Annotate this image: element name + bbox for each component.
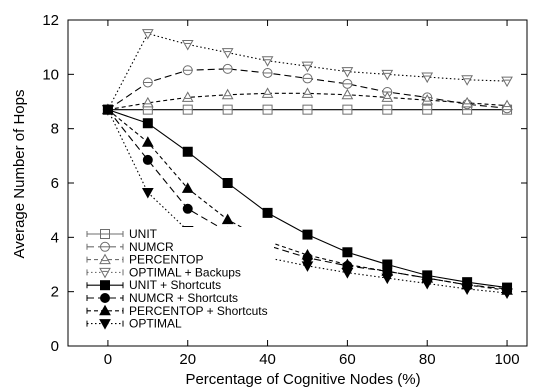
y-tick-label: 6 [51, 175, 59, 192]
data-point [341, 67, 354, 78]
series-percentop [102, 87, 513, 115]
data-point [501, 288, 513, 300]
data-point [381, 69, 394, 81]
data-point [181, 91, 194, 102]
axes: 0 20 40 60 80 100 0 2 4 6 8 10 12 [42, 12, 528, 368]
legend-entry: UNIT + Shortcuts [86, 278, 221, 292]
y-tick-label: 4 [51, 229, 59, 246]
legend-entry: OPTIMAL [86, 317, 182, 331]
data-point [381, 91, 394, 102]
legend-label: NUMCR [129, 240, 174, 254]
data-point [141, 136, 154, 147]
data-point [221, 88, 234, 100]
legend-label: UNIT [129, 227, 158, 241]
data-point [141, 188, 154, 199]
data-point [342, 247, 353, 258]
data-point [501, 99, 513, 111]
data-point [461, 96, 473, 108]
data-point [501, 76, 513, 88]
x-tick-label: 40 [259, 351, 276, 368]
data-point [181, 39, 194, 51]
data-point [261, 87, 274, 98]
legend-background [84, 227, 274, 332]
data-point [262, 207, 273, 218]
data-point [181, 182, 194, 193]
data-point [102, 105, 114, 116]
x-tick-label: 20 [179, 351, 196, 368]
y-tick-label: 10 [42, 66, 59, 83]
legend-marker [99, 304, 111, 316]
data-point [341, 88, 354, 100]
x-axis-label: Percentage of Cognitive Nodes (%) [185, 371, 420, 388]
legend-entry: PERCENTOP [86, 253, 203, 267]
data-point [421, 72, 434, 84]
legend-label: UNIT + Shortcuts [129, 278, 221, 292]
legend-marker [99, 253, 111, 265]
legend-entry: UNIT [86, 227, 158, 241]
legend-label: NUMCR + Shortcuts [129, 291, 238, 305]
data-point [301, 248, 314, 260]
legend-label: OPTIMAL + Backups [129, 265, 241, 279]
data-point [222, 178, 233, 188]
legend-entry: PERCENTOP + Shortcuts [86, 304, 268, 318]
series-line [107, 109, 508, 291]
legend-label: PERCENTOP [129, 253, 203, 267]
data-point [381, 273, 394, 285]
series-unit [102, 104, 513, 115]
legend-entry: OPTIMAL + Backups [86, 265, 241, 279]
legend-entry: NUMCR + Shortcuts [86, 291, 238, 305]
legend-label: PERCENTOP + Shortcuts [129, 304, 268, 318]
data-point [182, 203, 193, 214]
data-point [221, 213, 234, 225]
series-optimal-backups [102, 29, 513, 116]
y-tick-label: 0 [51, 338, 59, 355]
x-tick-label: 100 [495, 351, 520, 368]
data-point [141, 96, 154, 108]
legend-marker [100, 280, 110, 291]
data-point [461, 284, 473, 295]
data-point [182, 146, 193, 157]
y-tick-label: 8 [51, 121, 59, 138]
x-tick-label: 80 [419, 351, 436, 368]
data-point [301, 61, 314, 73]
data-point [301, 87, 314, 98]
y-axis-label: Average Number of Hops [11, 90, 28, 259]
x-tick-label: 0 [104, 351, 112, 368]
legend-label: OPTIMAL [129, 317, 182, 331]
data-point [261, 56, 274, 67]
data-point [421, 279, 434, 290]
legend-marker [99, 319, 111, 330]
data-point [141, 29, 154, 40]
y-tick-label: 12 [42, 12, 59, 29]
data-point [461, 75, 473, 86]
y-tick-label: 2 [51, 284, 59, 301]
legend-marker [100, 293, 110, 303]
data-point [221, 48, 234, 59]
data-point [421, 94, 434, 105]
series-layer [102, 29, 513, 300]
data-point [301, 261, 314, 272]
legend-marker [99, 267, 111, 279]
data-point [142, 154, 153, 165]
data-point [302, 229, 313, 240]
data-point [142, 118, 153, 129]
legend-entry: NUMCR [86, 240, 174, 254]
data-point [341, 268, 354, 279]
x-tick-label: 60 [339, 351, 356, 368]
